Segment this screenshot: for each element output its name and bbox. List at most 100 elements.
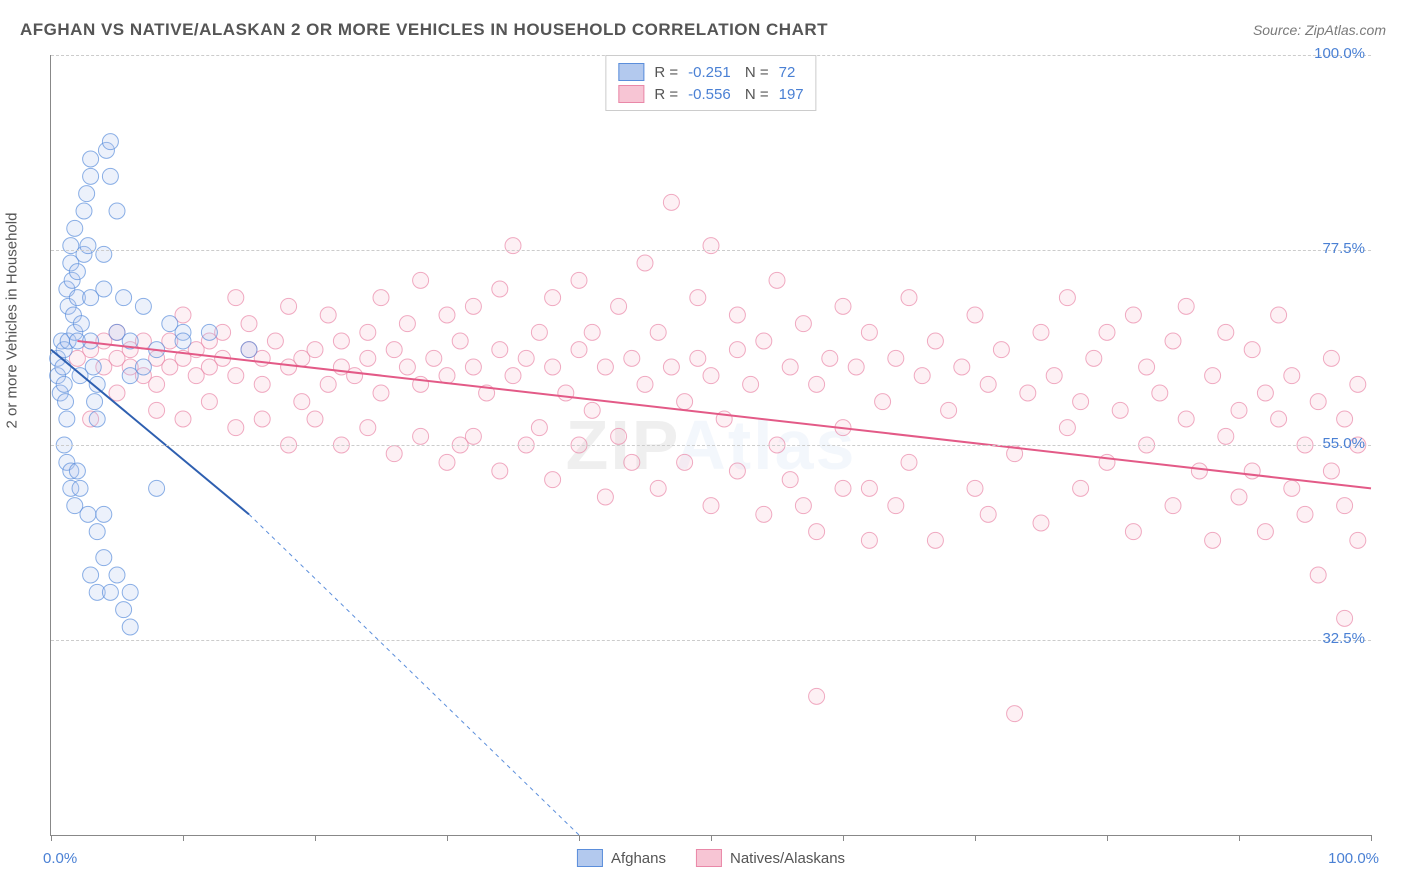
scatter-point [439, 454, 455, 470]
stats-r-label: R = [654, 86, 678, 103]
scatter-point [993, 342, 1009, 358]
scatter-point [175, 411, 191, 427]
scatter-point [941, 402, 957, 418]
scatter-point [452, 333, 468, 349]
scatter-point [1271, 411, 1287, 427]
scatter-point [967, 480, 983, 496]
legend-swatch-afghans [618, 63, 644, 81]
scatter-point [861, 532, 877, 548]
scatter-point [597, 359, 613, 375]
scatter-point [637, 255, 653, 271]
scatter-point [1337, 498, 1353, 514]
scatter-point [518, 350, 534, 366]
scatter-point [439, 307, 455, 323]
gridline-horizontal [51, 250, 1371, 251]
x-tick [51, 835, 52, 841]
scatter-point [1007, 706, 1023, 722]
scatter-point [1337, 411, 1353, 427]
stats-r-value: -0.556 [688, 86, 731, 103]
scatter-point [492, 281, 508, 297]
scatter-point [83, 151, 99, 167]
scatter-point [584, 324, 600, 340]
chart-container: AFGHAN VS NATIVE/ALASKAN 2 OR MORE VEHIC… [0, 0, 1406, 892]
scatter-point [102, 168, 118, 184]
scatter-point [69, 463, 85, 479]
scatter-point [320, 307, 336, 323]
x-tick [843, 835, 844, 841]
scatter-point [1205, 532, 1221, 548]
x-axis-start-label: 0.0% [43, 850, 77, 867]
scatter-point [835, 480, 851, 496]
scatter-point [1125, 307, 1141, 323]
scatter-point [373, 385, 389, 401]
x-tick [447, 835, 448, 841]
scatter-point [914, 368, 930, 384]
scatter-point [492, 342, 508, 358]
scatter-point [954, 359, 970, 375]
scatter-point [201, 324, 217, 340]
scatter-point [87, 394, 103, 410]
legend-swatch-afghans [577, 849, 603, 867]
scatter-point [835, 298, 851, 314]
scatter-point [1337, 610, 1353, 626]
scatter-point [901, 290, 917, 306]
stats-legend-row: R = -0.251 N = 72 [618, 61, 803, 83]
scatter-point [89, 411, 105, 427]
scatter-point [980, 506, 996, 522]
scatter-point [347, 368, 363, 384]
scatter-point [663, 194, 679, 210]
scatter-point [927, 333, 943, 349]
scatter-point [281, 298, 297, 314]
scatter-point [1297, 506, 1313, 522]
series-label: Natives/Alaskans [730, 850, 845, 867]
scatter-point [307, 342, 323, 358]
scatter-point [782, 359, 798, 375]
scatter-point [545, 472, 561, 488]
scatter-point [809, 376, 825, 392]
scatter-point [228, 290, 244, 306]
scatter-point [386, 446, 402, 462]
scatter-point [848, 359, 864, 375]
scatter-point [703, 368, 719, 384]
stats-n-label: N = [741, 64, 769, 81]
scatter-point [809, 524, 825, 540]
scatter-point [426, 350, 442, 366]
scatter-point [1271, 307, 1287, 323]
x-tick [579, 835, 580, 841]
scatter-point [1178, 298, 1194, 314]
scatter-point [505, 368, 521, 384]
scatter-point [307, 411, 323, 427]
scatter-point [360, 420, 376, 436]
scatter-point [782, 472, 798, 488]
scatter-point [769, 272, 785, 288]
scatter-point [677, 394, 693, 410]
scatter-point [624, 454, 640, 470]
scatter-point [1244, 463, 1260, 479]
scatter-point [677, 454, 693, 470]
scatter-point [690, 350, 706, 366]
scatter-point [109, 203, 125, 219]
scatter-point [729, 307, 745, 323]
scatter-point [1073, 480, 1089, 496]
scatter-point [413, 428, 429, 444]
scatter-point [980, 376, 996, 392]
scatter-point [1059, 290, 1075, 306]
scatter-point [241, 342, 257, 358]
scatter-point [102, 134, 118, 150]
scatter-point [690, 290, 706, 306]
scatter-point [1244, 342, 1260, 358]
scatter-point [861, 324, 877, 340]
scatter-point [1350, 376, 1366, 392]
series-legend: Afghans Natives/Alaskans [577, 849, 845, 867]
scatter-point [545, 359, 561, 375]
stats-n-label: N = [741, 86, 769, 103]
scatter-point [80, 238, 96, 254]
scatter-point [399, 359, 415, 375]
scatter-point [1310, 394, 1326, 410]
scatter-point [558, 385, 574, 401]
stats-r-value: -0.251 [688, 64, 731, 81]
scatter-point [83, 168, 99, 184]
scatter-point [67, 220, 83, 236]
x-tick [975, 835, 976, 841]
x-tick [711, 835, 712, 841]
